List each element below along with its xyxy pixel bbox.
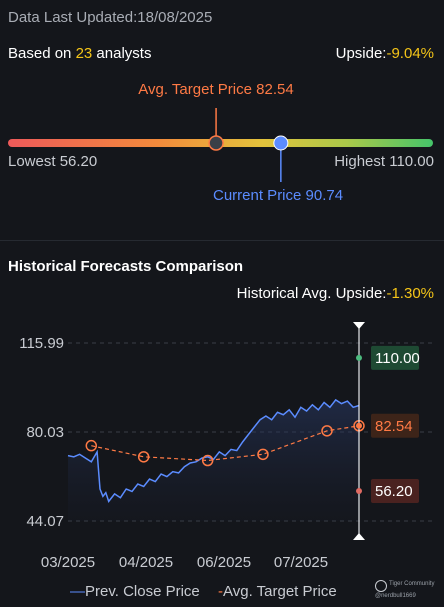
- historical-forecast-chart[interactable]: 115.99 80.03 44.07 110.00 82.54 56.20 03/202…: [0, 318, 444, 578]
- data-updated-text: Data Last Updated:18/08/2025: [8, 9, 212, 26]
- avg-target-point: [321, 425, 333, 437]
- svg-text:Tiger Community: Tiger Community: [389, 581, 434, 587]
- updated-date: 18/08/2025: [137, 9, 213, 26]
- forecast-marker-value: 56.20: [375, 483, 413, 500]
- historical-upside-text: Historical Avg. Upside:-1.30%: [237, 285, 434, 302]
- forecast-markers: 110.00 82.54 56.20: [356, 345, 420, 503]
- price-range-bar: [8, 108, 433, 182]
- forecast-marker-badge: [371, 413, 419, 438]
- avg-target-point: [85, 439, 98, 452]
- legend-avg-target-label: Avg. Target Price: [223, 583, 337, 600]
- basis-suffix: analysts: [92, 45, 152, 62]
- historical-title: Historical Forecasts Comparison: [8, 258, 244, 275]
- upside-label: Upside:: [335, 45, 387, 62]
- legend-dash-icon: -: [218, 583, 223, 600]
- forecast-marker-value: 82.54: [375, 418, 413, 435]
- basis-prefix: Based on: [8, 45, 76, 62]
- section-divider: [0, 240, 444, 241]
- forecast-marker-dot: [356, 354, 362, 361]
- highest-price-label: Highest 110.00: [334, 153, 434, 170]
- avg-target-label: Avg. Target Price 82.54: [138, 81, 294, 98]
- x-tick-label: 03/2025: [41, 554, 95, 571]
- avg-target-point: [137, 451, 150, 463]
- lowest-price-label: Lowest 56.20: [8, 153, 98, 170]
- legend-prev-close[interactable]: —Prev. Close Price: [70, 583, 200, 600]
- crosshair-bottom-arrow: [353, 533, 365, 540]
- updated-label: Data Last Updated:: [8, 9, 138, 26]
- avg-target-point: [201, 454, 214, 467]
- avg-target-point: [257, 448, 269, 461]
- forecast-marker-value: 110.00: [375, 350, 420, 367]
- svg-text:@nerdbull1669: @nerdbull1669: [375, 593, 416, 599]
- x-tick-label: 07/2025: [274, 554, 328, 571]
- crosshair-top-arrow: [353, 322, 365, 329]
- watermark-logo: Tiger Community @nerdbull1669: [375, 580, 434, 599]
- upside-value: -9.04%: [386, 45, 434, 62]
- y-tick-label: 115.99: [19, 335, 64, 352]
- y-tick-label: 44.07: [26, 513, 64, 530]
- price-area-fill: [68, 399, 359, 521]
- tiger-logo-icon: [375, 580, 387, 592]
- x-tick-label: 04/2025: [119, 554, 173, 571]
- forecast-marker-badge: [371, 345, 419, 370]
- historical-upside-value: -1.30%: [386, 285, 434, 302]
- forecast-marker-dot: [356, 487, 362, 494]
- analyst-count: 23: [75, 45, 93, 62]
- x-axis-ticks: 03/2025 04/2025 06/2025 07/2025: [41, 554, 328, 571]
- forecast-marker-dot: [356, 422, 362, 429]
- legend-line-icon: —: [70, 583, 85, 600]
- avg-target-marker[interactable]: [208, 135, 224, 151]
- forecast-marker-badge: [371, 478, 419, 503]
- x-tick-label: 06/2025: [197, 554, 251, 571]
- current-price-marker[interactable]: [273, 135, 289, 151]
- y-axis-ticks: 115.99 80.03 44.07: [19, 335, 64, 530]
- historical-upside-label: Historical Avg. Upside:: [236, 285, 387, 302]
- current-price-label: Current Price 90.74: [213, 187, 344, 204]
- analyst-basis-text: Based on 23 analysts: [8, 45, 151, 62]
- legend-prev-close-label: Prev. Close Price: [85, 583, 200, 600]
- upside-text: Upside:-9.04%: [336, 45, 434, 62]
- prev-close-price-line: [67, 398, 360, 503]
- legend-avg-target[interactable]: -Avg. Target Price: [218, 583, 337, 600]
- y-tick-label: 80.03: [26, 424, 64, 441]
- avg-target-points: [85, 420, 365, 467]
